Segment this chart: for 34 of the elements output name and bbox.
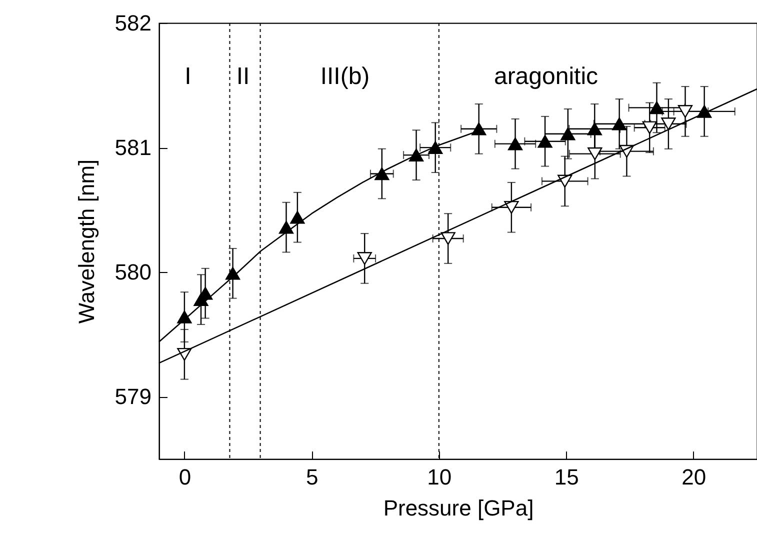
point	[612, 117, 627, 130]
point	[508, 137, 523, 150]
point	[472, 122, 486, 136]
y-tick-label: 580	[114, 260, 152, 285]
annotation: III(b)	[320, 63, 370, 90]
point	[560, 127, 576, 140]
point	[408, 148, 424, 162]
point	[649, 101, 664, 114]
point	[428, 141, 443, 154]
point	[678, 105, 693, 118]
annotation: aragonitic	[494, 63, 598, 90]
x-tick-label: 0	[178, 464, 192, 490]
point	[661, 117, 676, 130]
y-axis-title: Wavelength [nm]	[74, 159, 99, 324]
point	[588, 147, 602, 160]
y-tick-label: 579	[114, 384, 152, 410]
x-tick-label: 5	[306, 464, 318, 490]
point	[374, 167, 390, 180]
point	[504, 200, 519, 214]
point	[290, 210, 305, 224]
point	[538, 134, 552, 148]
point	[587, 122, 602, 136]
point	[440, 232, 456, 245]
y-tick-label: 582	[114, 10, 152, 36]
point	[357, 252, 372, 265]
annotation: I	[184, 63, 192, 90]
y-tick-label: 581	[114, 135, 152, 160]
point	[642, 121, 657, 134]
x-tick-label: 10	[427, 464, 452, 490]
x-axis-title: Pressure [GPa]	[383, 496, 534, 520]
x-tick-label: 15	[554, 464, 579, 490]
annotation: II	[236, 63, 250, 90]
x-tick-label: 20	[682, 464, 706, 490]
point	[225, 266, 240, 280]
